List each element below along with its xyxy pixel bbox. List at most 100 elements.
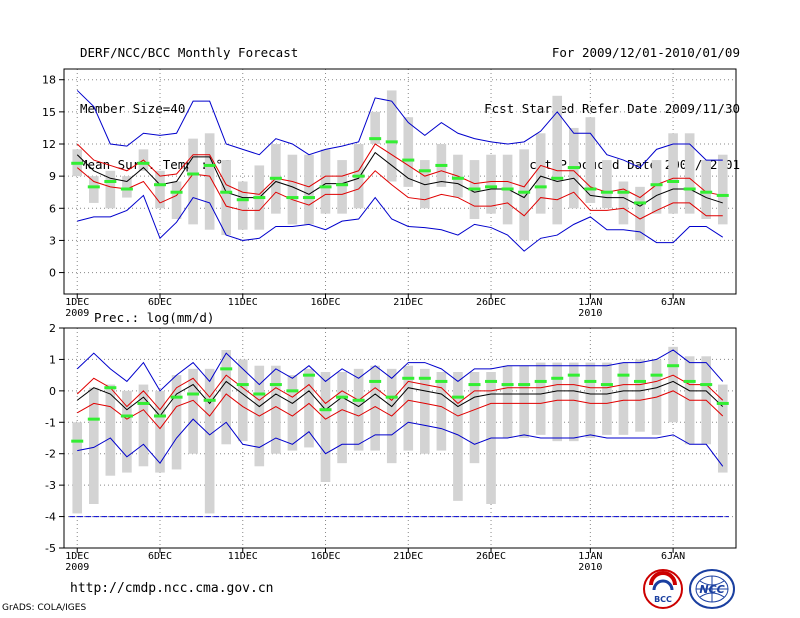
upper-xtick-label: 21DEC	[393, 297, 423, 308]
lower-observed-mark	[402, 376, 415, 380]
upper-observed-mark	[236, 198, 249, 202]
upper-box	[486, 154, 496, 214]
upper-observed-mark	[352, 174, 365, 178]
lower-observed-mark	[650, 373, 663, 377]
upper-series-upper	[76, 143, 723, 199]
upper-ytick-label: 3	[49, 234, 56, 247]
lower-observed-mark	[600, 383, 613, 387]
upper-box	[684, 133, 695, 214]
lower-plot-frame	[63, 327, 737, 549]
upper-xtick-label: 1DEC	[65, 297, 89, 308]
lower-box	[717, 384, 728, 473]
upper-observed-mark	[634, 201, 646, 205]
upper-observed-mark	[286, 196, 299, 200]
upper-series-min	[77, 194, 724, 252]
upper-box	[171, 181, 182, 219]
website-url[interactable]: http://cmdp.ncc.cma.gov.cn	[70, 581, 274, 596]
upper-box	[635, 186, 645, 241]
lower-box	[370, 365, 380, 451]
upper-observed-mark	[551, 176, 564, 180]
lower-observed-mark	[120, 414, 133, 418]
lower-box	[453, 372, 463, 501]
lower-box	[668, 346, 678, 423]
upper-observed-mark	[418, 169, 431, 173]
lower-observed-mark	[617, 373, 630, 377]
upper-ytick-label: 0	[49, 267, 56, 280]
lower-observed-mark	[154, 414, 166, 418]
lower-xtick-sublabel: 2009	[65, 562, 89, 573]
upper-observed-mark	[369, 137, 382, 141]
upper-observed-mark	[385, 140, 398, 144]
lower-observed-mark	[369, 379, 382, 383]
upper-series-lower	[76, 167, 723, 220]
upper-box	[535, 133, 546, 214]
upper-box	[651, 160, 662, 214]
lower-observed-mark	[352, 398, 365, 402]
lower-box	[519, 365, 529, 438]
lower-ytick-label: -4	[45, 511, 56, 524]
lower-xtick-label: 26DEC	[476, 551, 506, 562]
upper-box	[88, 176, 99, 203]
upper-observed-mark	[584, 187, 597, 191]
upper-box	[370, 111, 380, 144]
ncc-logo-icon: NCC	[689, 569, 735, 609]
lower-box	[420, 368, 430, 454]
upper-observed-mark	[71, 161, 84, 165]
upper-box	[668, 133, 678, 214]
lower-box	[403, 365, 414, 451]
forecast-period: For 2009/12/01-2010/01/09	[551, 45, 740, 60]
lower-observed-mark	[336, 395, 349, 399]
upper-box	[552, 95, 563, 225]
upper-box	[602, 160, 612, 209]
upper-box	[237, 181, 248, 230]
lower-observed-mark	[137, 401, 150, 405]
upper-box	[701, 160, 712, 219]
lower-ytick-label: 0	[49, 385, 56, 398]
lower-box	[568, 362, 579, 442]
lower-box	[635, 359, 645, 432]
lower-xtick-label: 1JAN	[578, 551, 602, 562]
lower-observed-mark	[418, 376, 431, 380]
lower-box	[138, 384, 149, 467]
lower-observed-mark	[286, 389, 299, 393]
lower-box	[122, 390, 132, 473]
lower-box	[155, 390, 165, 473]
upper-xtick-label: 26DEC	[476, 297, 506, 308]
upper-box	[204, 133, 215, 230]
lower-xtick-label: 11DEC	[228, 551, 258, 562]
lower-observed-mark	[451, 395, 464, 399]
lower-ytick-label: -3	[45, 479, 56, 492]
lower-observed-mark	[236, 383, 249, 387]
lower-box	[188, 368, 198, 454]
upper-observed-mark	[336, 183, 349, 187]
upper-observed-mark	[435, 163, 448, 167]
upper-observed-mark	[203, 163, 216, 167]
lower-box	[320, 372, 331, 482]
upper-box	[287, 154, 298, 225]
lower-observed-mark	[170, 395, 183, 399]
upper-xtick-label: 1JAN	[578, 297, 602, 308]
upper-observed-mark	[170, 190, 183, 194]
lower-observed-mark	[385, 395, 398, 399]
lower-observed-mark	[87, 417, 100, 421]
bcc-logo-text: BCC	[654, 595, 672, 604]
lower-series-max	[76, 349, 724, 392]
upper-observed-mark	[319, 185, 332, 189]
bcc-logo-icon: BCC	[643, 569, 683, 609]
lower-box	[602, 362, 612, 435]
lower-observed-mark	[220, 367, 233, 371]
lower-box	[287, 375, 298, 451]
upper-box	[122, 176, 132, 198]
upper-box	[304, 154, 314, 225]
lower-box	[618, 362, 629, 435]
lower-box	[237, 359, 248, 442]
lower-series-lower	[76, 390, 724, 430]
lower-series-mean	[76, 380, 724, 417]
lower-box	[204, 368, 215, 514]
upper-xtick-label: 16DEC	[310, 297, 340, 308]
lower-observed-mark	[319, 408, 332, 412]
lower-observed-mark	[501, 383, 514, 387]
lower-box	[72, 422, 83, 514]
upper-observed-mark	[137, 161, 150, 165]
upper-observed-mark	[253, 196, 266, 200]
